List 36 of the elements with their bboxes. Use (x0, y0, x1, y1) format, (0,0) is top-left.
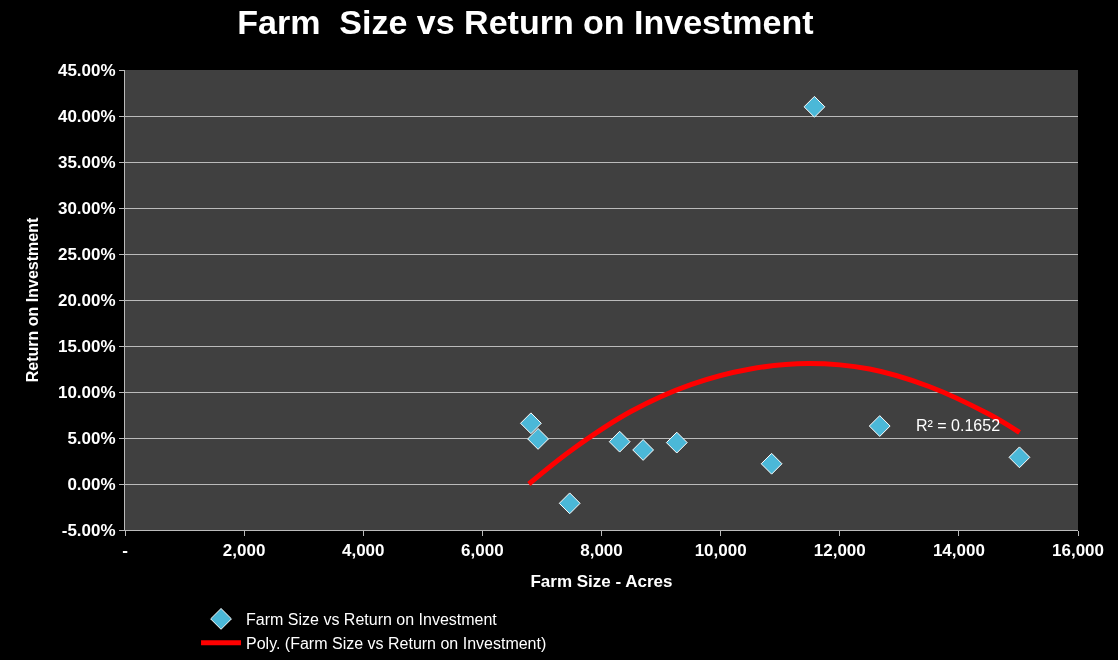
y-tick-label: 30.00% (57, 198, 116, 218)
y-tick-label: -5.00% (61, 520, 116, 540)
point (868, 415, 891, 437)
y-tick-label: 0.00% (67, 474, 116, 494)
point (520, 412, 542, 435)
point (632, 439, 655, 461)
y-tick-label: 20.00% (57, 290, 116, 310)
x-tick-label: 14,000 (932, 541, 985, 561)
x-tick-label: 4,000 (341, 541, 385, 561)
y-axis-title: Return on Investment (23, 217, 41, 383)
legend-label: Poly. (Farm Size vs Return on Investment) (246, 634, 547, 652)
point (1008, 446, 1031, 469)
y-tick-label: 15.00% (57, 336, 116, 356)
y-tick-label: 35.00% (57, 152, 116, 172)
y-tick-label: 40.00% (57, 106, 116, 126)
x-tick-label: - (122, 541, 128, 561)
legend-label: Farm Size vs Return on Investment (246, 611, 498, 629)
y-tick-label: 25.00% (57, 244, 116, 264)
point (527, 428, 549, 450)
annotation: R² = 0.1652 (916, 417, 1001, 434)
y-tick-label: 10.00% (57, 382, 116, 402)
x-tick-label: 12,000 (813, 541, 866, 561)
y-tick-label: 45.00% (57, 60, 116, 80)
point (665, 431, 688, 454)
x-tick-label: 2,000 (222, 541, 266, 561)
y-tick-label: 5.00% (67, 428, 116, 448)
x-tick-label: 6,000 (461, 541, 504, 561)
point (558, 492, 581, 515)
x-tick-label: 10,000 (694, 541, 747, 561)
point (803, 95, 826, 118)
point (608, 430, 631, 453)
x-axis-title: Farm Size - Acres (530, 571, 673, 591)
chart-title: Farm Size vs Return on Investment (237, 2, 814, 41)
x-tick-label: 8,000 (580, 541, 623, 561)
x-tick-label: 16,000 (1052, 541, 1104, 561)
point (760, 452, 783, 475)
